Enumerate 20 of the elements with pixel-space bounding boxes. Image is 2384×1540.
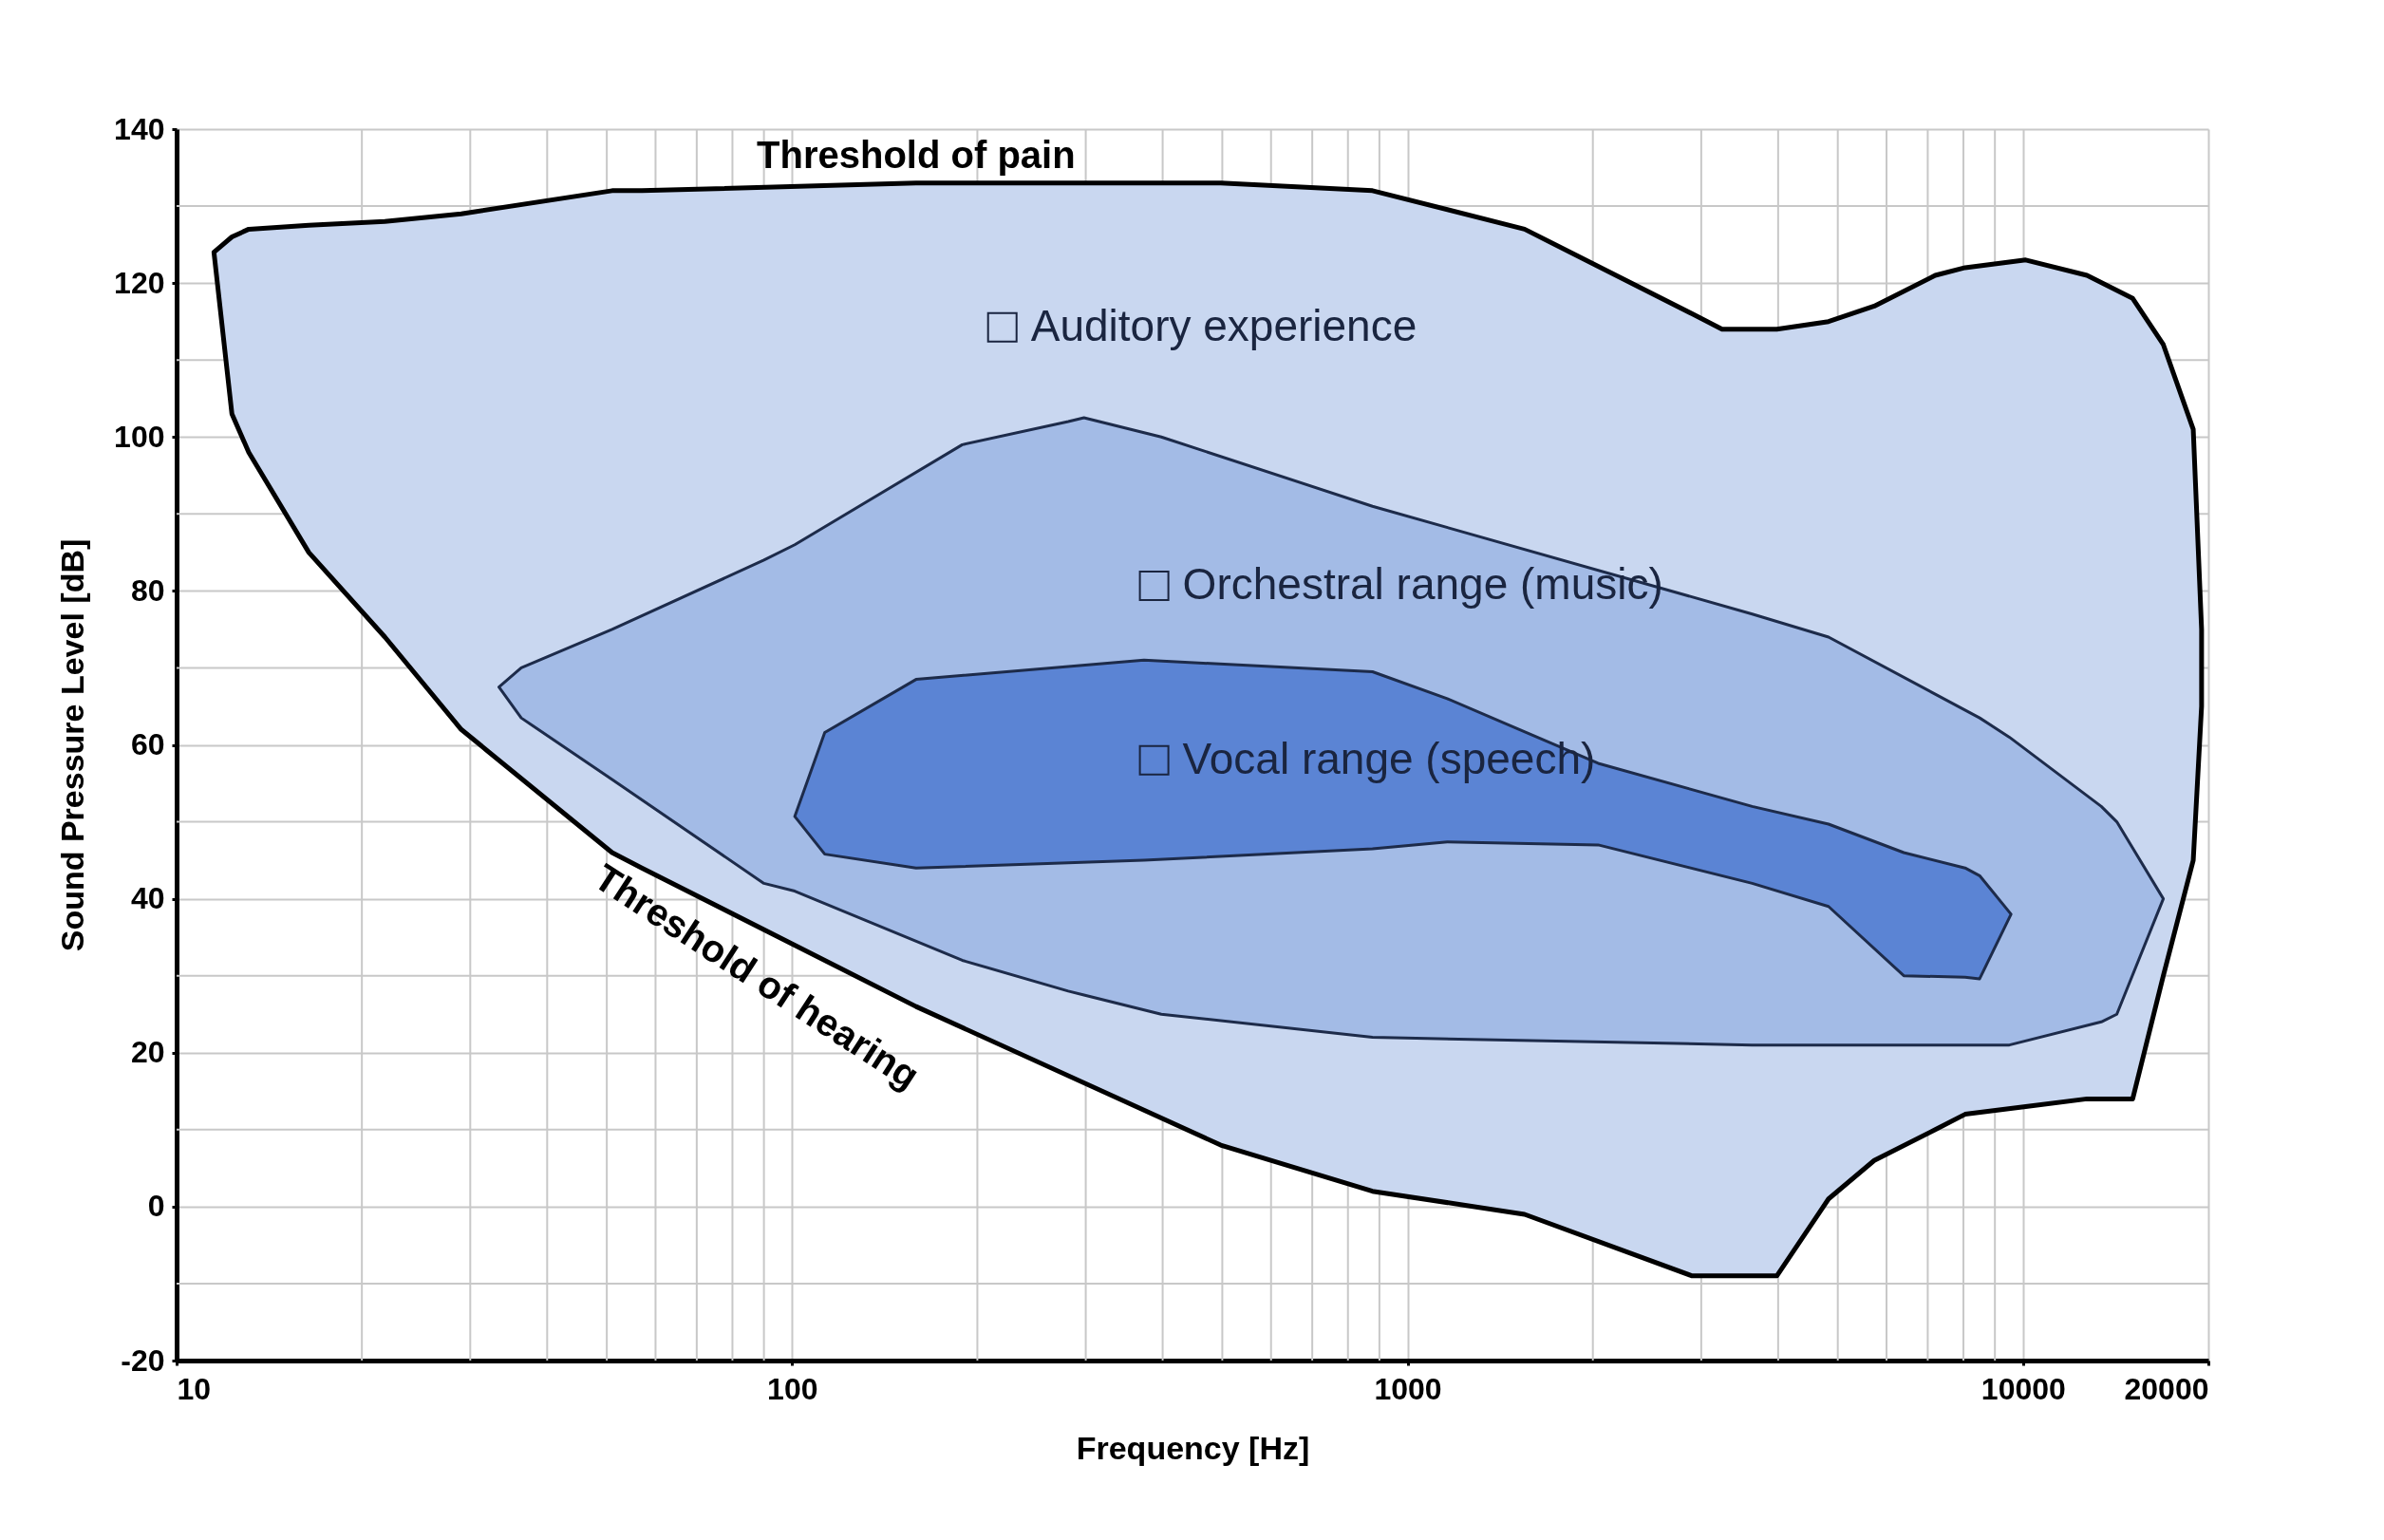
y-tick-label: -20 bbox=[121, 1343, 165, 1378]
legend-label: Vocal range (speech) bbox=[1182, 733, 1596, 783]
x-tick-label: 1000 bbox=[1374, 1371, 1442, 1406]
annotation: Threshold of pain bbox=[757, 133, 1076, 176]
y-tick-label: 0 bbox=[147, 1189, 165, 1224]
y-tick-label: 120 bbox=[114, 265, 165, 300]
y-tick-label: 40 bbox=[130, 881, 165, 916]
y-axis-title: Sound Pressure Level [dB] bbox=[54, 538, 91, 952]
y-tick-label: 20 bbox=[130, 1035, 165, 1070]
legend-label: Auditory experience bbox=[1030, 300, 1417, 350]
legend-label: Orchestral range (music) bbox=[1182, 559, 1663, 610]
x-tick-label: 20000 bbox=[2124, 1371, 2209, 1406]
x-tick-label: 10000 bbox=[1980, 1371, 2066, 1406]
y-tick-label: 60 bbox=[130, 727, 165, 761]
y-tick-label: 100 bbox=[114, 419, 165, 454]
y-tick-label: 140 bbox=[114, 111, 165, 146]
x-tick-label: 100 bbox=[767, 1371, 818, 1406]
y-tick-label: 80 bbox=[130, 573, 165, 608]
x-axis-title: Frequency [Hz] bbox=[1076, 1429, 1310, 1466]
x-tick-label: 10 bbox=[177, 1371, 212, 1406]
